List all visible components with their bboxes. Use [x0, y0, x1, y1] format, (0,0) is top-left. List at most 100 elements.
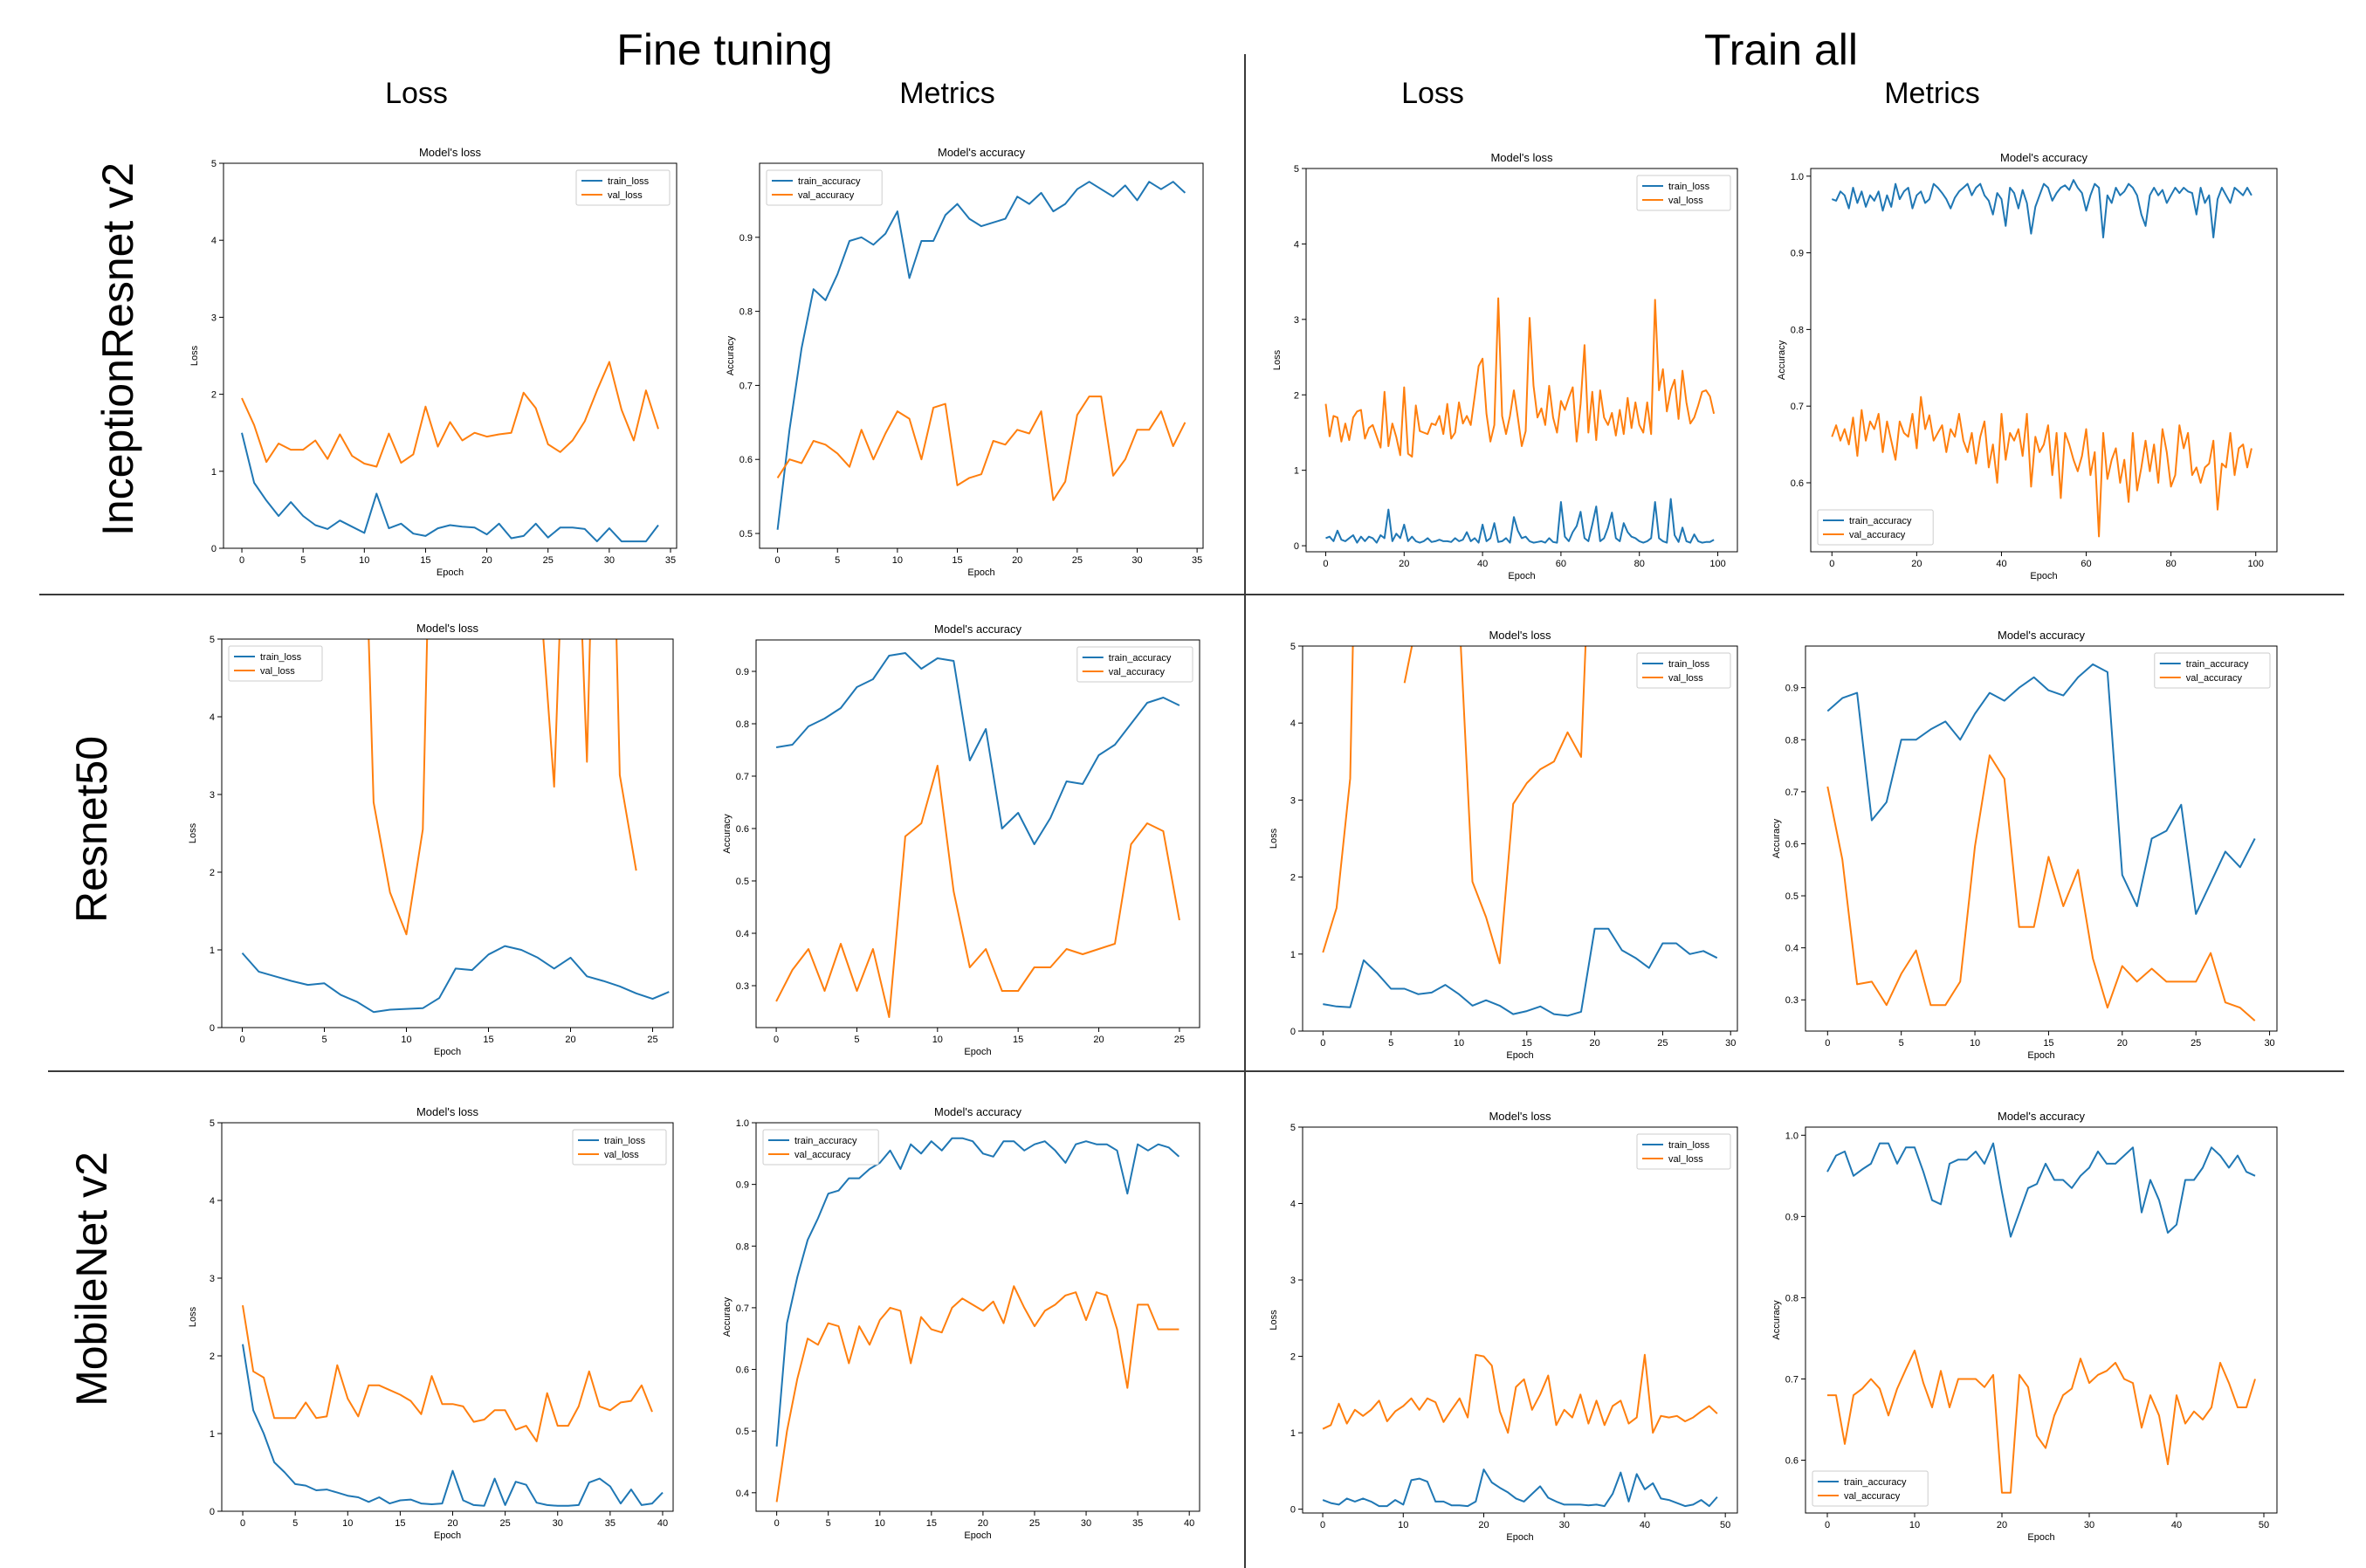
- x-tick-label: 20: [1399, 559, 1409, 569]
- x-tick-label: 25: [1072, 555, 1083, 566]
- x-axis-label: Epoch: [964, 1047, 991, 1057]
- x-tick-label: 15: [1522, 1038, 1532, 1049]
- y-tick-label: 0.7: [1791, 402, 1804, 412]
- x-axis-label: Epoch: [2027, 1050, 2054, 1061]
- x-tick-label: 20: [481, 555, 492, 566]
- x-tick-label: 20: [1997, 1520, 2007, 1530]
- y-tick-label: 0.3: [736, 981, 749, 992]
- y-tick-label: 2: [210, 1351, 215, 1362]
- x-tick-label: 20: [1093, 1035, 1104, 1045]
- x-tick-label: 50: [1720, 1520, 1730, 1530]
- x-tick-label: 5: [835, 555, 840, 566]
- x-axis-label: Epoch: [964, 1530, 991, 1541]
- chart-resnet50-finetune-accuracy: Model's accuracy 0 5 10 15 20 25 0.3 0.4 0.5 0.6 0.…: [722, 622, 1200, 1057]
- x-tick-label: 5: [826, 1518, 831, 1529]
- x-tick-label: 0: [1323, 559, 1328, 569]
- x-tick-label: 0: [1829, 559, 1834, 569]
- legend-label: train_accuracy: [1849, 516, 1912, 526]
- x-tick-label: 10: [1909, 1520, 1920, 1530]
- y-tick-label: 0.7: [1785, 1374, 1799, 1385]
- legend-box: [572, 1129, 667, 1166]
- y-tick-label: 2: [210, 868, 215, 878]
- x-tick-label: 50: [2259, 1520, 2269, 1530]
- y-tick-label: 0.8: [1791, 325, 1804, 335]
- x-tick-label: 5: [1899, 1038, 1904, 1049]
- x-tick-label: 80: [1634, 559, 1645, 569]
- legend: train_accuracy val_accuracy: [766, 169, 883, 206]
- x-axis-label: Epoch: [437, 567, 464, 578]
- x-tick-label: 30: [604, 555, 615, 566]
- series-line-val-accuracy: [1827, 1349, 2256, 1494]
- series-line-val-loss: [1322, 646, 1587, 965]
- y-tick-label: 0.8: [1785, 735, 1799, 746]
- y-axis-label: Loss: [1269, 828, 1279, 849]
- x-tick-label: 60: [1556, 559, 1566, 569]
- legend-label: train_accuracy: [798, 176, 861, 187]
- legend: train_loss val_loss: [1636, 652, 1731, 689]
- y-axis-label: Accuracy: [722, 1296, 732, 1337]
- x-tick-label: 20: [565, 1035, 575, 1045]
- series-line-train-accuracy: [1826, 1142, 2256, 1238]
- x-axis-label: Epoch: [2030, 571, 2057, 581]
- y-tick-label: 0.7: [736, 1303, 749, 1314]
- chart-inceptionresnet-trainall-accuracy: Model's accuracy 0 20 40 60 80 100 0.6 0.7 0.8 0.9…: [1777, 151, 2278, 581]
- plot-frame: [1805, 645, 2278, 1032]
- legend-box: [766, 169, 883, 206]
- x-tick-label: 20: [1589, 1038, 1599, 1049]
- header-train-all: Train all: [1704, 25, 1858, 74]
- y-tick-label: 0: [211, 544, 217, 554]
- x-tick-label: 10: [875, 1518, 885, 1529]
- series-line-train-loss: [241, 945, 670, 1014]
- series-line-val-accuracy: [775, 1285, 1180, 1503]
- y-axis-label: Loss: [188, 822, 198, 843]
- legend-label: train_accuracy: [1109, 653, 1172, 664]
- x-tick-label: 10: [1454, 1038, 1464, 1049]
- x-tick-label: 0: [774, 1518, 780, 1529]
- plot-frame: [1302, 645, 1738, 1032]
- series-line-train-accuracy: [775, 1137, 1180, 1447]
- x-tick-label: 0: [1320, 1520, 1325, 1530]
- legend: train_accuracy val_accuracy: [1812, 1470, 1929, 1507]
- y-tick-label: 4: [211, 236, 217, 246]
- x-axis-label: Epoch: [1506, 1050, 1533, 1061]
- x-tick-label: 35: [665, 555, 676, 566]
- plot-frame: [223, 162, 677, 549]
- chart-title: Model's accuracy: [2000, 151, 2088, 164]
- y-tick-label: 0: [1290, 1027, 1296, 1037]
- row-divider-2: [48, 1070, 2344, 1072]
- x-tick-label: 60: [2081, 559, 2091, 569]
- x-axis-label: Epoch: [1508, 571, 1535, 581]
- x-tick-label: 10: [892, 555, 903, 566]
- plot-frame: [1810, 168, 2278, 553]
- chart-title: Model's loss: [1489, 1110, 1551, 1123]
- x-tick-label: 0: [239, 1035, 244, 1045]
- chart-inceptionresnet-trainall-loss: Model's loss 0 20 40 60 80 100 0 1 2 3 4 5 Epoch Loss t…: [1272, 151, 1738, 581]
- y-tick-label: 1: [1294, 466, 1299, 477]
- series-line-val-accuracy: [776, 395, 1186, 501]
- y-tick-label: 0.9: [739, 233, 753, 244]
- x-axis-label: Epoch: [967, 567, 994, 578]
- x-tick-label: 0: [1825, 1038, 1830, 1049]
- y-tick-label: 2: [1290, 873, 1296, 884]
- x-tick-label: 10: [1970, 1038, 1980, 1049]
- legend-box: [1817, 509, 1934, 546]
- x-tick-label: 25: [1657, 1038, 1668, 1049]
- x-tick-label: 10: [932, 1035, 943, 1045]
- y-axis-label: Loss: [1272, 349, 1283, 370]
- y-tick-label: 0.5: [739, 529, 753, 540]
- y-tick-label: 5: [1290, 642, 1296, 652]
- y-tick-label: 3: [211, 313, 217, 323]
- subheader-train-all-metrics: Metrics: [1884, 77, 1980, 110]
- y-axis-label: Loss: [1269, 1310, 1279, 1331]
- plot-frame: [1302, 1126, 1738, 1514]
- series-line-val-accuracy: [775, 765, 1180, 1018]
- x-tick-label: 30: [1725, 1038, 1736, 1049]
- series-line-val-loss: [1324, 297, 1716, 458]
- legend: train_loss val_loss: [1636, 175, 1731, 211]
- y-tick-label: 0.6: [1791, 478, 1804, 489]
- x-axis-label: Epoch: [2027, 1532, 2054, 1543]
- x-tick-label: 30: [2084, 1520, 2094, 1530]
- legend-label: train_accuracy: [1844, 1477, 1907, 1488]
- series-line-train-accuracy: [775, 652, 1180, 845]
- y-tick-label: 5: [211, 159, 217, 169]
